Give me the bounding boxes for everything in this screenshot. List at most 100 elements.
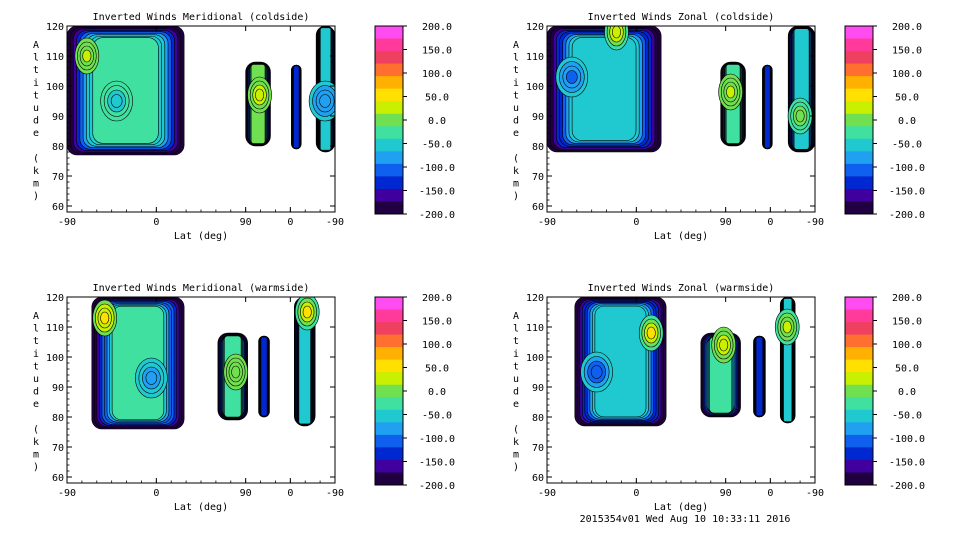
low-spot bbox=[590, 365, 603, 379]
data-region bbox=[700, 326, 741, 418]
colorbar-label: 200.0 bbox=[892, 293, 922, 304]
colorbar-swatch bbox=[845, 372, 873, 386]
x-tick-label: -90 bbox=[806, 217, 824, 228]
colorbar-swatch bbox=[845, 126, 873, 140]
colorbar-swatch bbox=[375, 447, 403, 461]
contour-band bbox=[755, 336, 764, 417]
high-spot bbox=[795, 109, 805, 123]
colorbar-label: -200.0 bbox=[889, 210, 925, 221]
x-tick-label: -90 bbox=[538, 217, 556, 228]
colorbar: 200.0 150.0 100.0 50.0 0.0 -50.0 -100.0 -150.0 -… bbox=[844, 22, 925, 221]
colorbar-label: -100.0 bbox=[889, 434, 925, 445]
colorbar-label: -50.0 bbox=[422, 411, 452, 422]
x-tick-label: 90 bbox=[720, 488, 732, 499]
colorbar-swatch bbox=[375, 309, 403, 323]
data-region bbox=[217, 332, 249, 421]
contour-band bbox=[260, 336, 268, 417]
y-tick-label: 80 bbox=[52, 413, 64, 424]
low-spot bbox=[566, 70, 578, 84]
colorbar-swatch bbox=[375, 347, 403, 361]
colorbar-label: -150.0 bbox=[419, 458, 455, 469]
colorbar-label: 150.0 bbox=[422, 46, 452, 57]
colorbar-label: -50.0 bbox=[422, 140, 452, 151]
colorbar-label: 200.0 bbox=[422, 22, 452, 33]
x-axis-label: Lat (deg) bbox=[654, 231, 708, 242]
colorbar-swatch bbox=[845, 422, 873, 436]
plot-area bbox=[574, 297, 800, 427]
x-tick-label: -90 bbox=[58, 488, 76, 499]
colorbar-swatch bbox=[375, 409, 403, 423]
x-axis-label: Lat (deg) bbox=[174, 502, 228, 513]
plot-area bbox=[547, 26, 815, 153]
high-spot bbox=[100, 311, 110, 325]
colorbar-label: 50.0 bbox=[425, 364, 449, 375]
chart-title: Inverted Winds Meridional (coldside) bbox=[93, 12, 310, 23]
y-tick-label: 90 bbox=[532, 383, 544, 394]
colorbar-swatch bbox=[375, 76, 403, 90]
colorbar-swatch bbox=[375, 322, 403, 336]
colorbar-swatch bbox=[845, 63, 873, 77]
colorbar-label: -50.0 bbox=[892, 411, 922, 422]
colorbar-label: 150.0 bbox=[422, 317, 452, 328]
x-tick-label: -90 bbox=[326, 217, 344, 228]
y-tick-label: 70 bbox=[532, 172, 544, 183]
high-spot bbox=[255, 88, 265, 102]
chart-title: Inverted Winds Meridional (warmside) bbox=[93, 283, 310, 294]
colorbar-label: 0.0 bbox=[428, 116, 446, 127]
y-tick-label: 90 bbox=[532, 112, 544, 123]
colorbar-label: 100.0 bbox=[422, 340, 452, 351]
data-region bbox=[574, 297, 667, 427]
colorbar-swatch bbox=[845, 447, 873, 461]
low-spot bbox=[145, 371, 158, 385]
colorbar-swatch bbox=[845, 113, 873, 127]
y-tick-label: 80 bbox=[52, 142, 64, 153]
colorbar: 200.0 150.0 100.0 50.0 0.0 -50.0 -100.0 -150.0 -… bbox=[374, 22, 455, 221]
colorbar-swatch bbox=[845, 334, 873, 348]
y-tick-label: 110 bbox=[46, 52, 64, 63]
figure-footer: 2015354v01 Wed Aug 10 10:33:11 2016 bbox=[579, 514, 791, 525]
colorbar-swatch bbox=[845, 151, 873, 165]
colorbar-label: -200.0 bbox=[419, 210, 455, 221]
plot-area bbox=[91, 297, 320, 430]
y-tick-label: 110 bbox=[526, 323, 544, 334]
colorbar-label: -150.0 bbox=[419, 187, 455, 198]
colorbar-swatch bbox=[845, 347, 873, 361]
data-region bbox=[774, 297, 800, 424]
panel-zonal-warmside: -90 0 90 0 -90 60 70 80 90 100 110 120 Inverted Wind… bbox=[513, 283, 925, 513]
low-spot bbox=[110, 94, 123, 108]
x-tick-label: -90 bbox=[58, 217, 76, 228]
colorbar-label: 50.0 bbox=[425, 93, 449, 104]
x-tick-label: 0 bbox=[153, 217, 159, 228]
colorbar-swatch bbox=[845, 322, 873, 336]
y-tick-label: 60 bbox=[532, 202, 544, 213]
colorbar-swatch bbox=[845, 176, 873, 190]
colorbar-label: 200.0 bbox=[422, 293, 452, 304]
data-region bbox=[91, 297, 185, 430]
colorbar-label: 150.0 bbox=[892, 317, 922, 328]
high-spot bbox=[719, 338, 729, 352]
colorbar-swatch bbox=[845, 101, 873, 115]
high-spot bbox=[646, 326, 656, 340]
x-axis-label: Lat (deg) bbox=[654, 502, 708, 513]
y-tick-label: 60 bbox=[52, 202, 64, 213]
high-spot bbox=[302, 305, 312, 319]
colorbar-label: -100.0 bbox=[889, 163, 925, 174]
colorbar-swatch bbox=[375, 63, 403, 77]
colorbar-label: -200.0 bbox=[419, 481, 455, 492]
colorbar-swatch bbox=[375, 176, 403, 190]
y-tick-label: 110 bbox=[46, 323, 64, 334]
colorbar-swatch bbox=[375, 297, 403, 311]
colorbar-swatch bbox=[375, 126, 403, 140]
colorbar-label: 200.0 bbox=[892, 22, 922, 33]
y-tick-label: 120 bbox=[46, 293, 64, 304]
colorbar-swatch bbox=[375, 113, 403, 127]
colorbar-label: 50.0 bbox=[895, 93, 919, 104]
colorbar-swatch bbox=[845, 88, 873, 102]
colorbar-label: -150.0 bbox=[889, 458, 925, 469]
colorbar-swatch bbox=[375, 397, 403, 411]
data-region bbox=[258, 335, 270, 418]
colorbar-label: -50.0 bbox=[892, 140, 922, 151]
colorbar-label: -100.0 bbox=[419, 434, 455, 445]
